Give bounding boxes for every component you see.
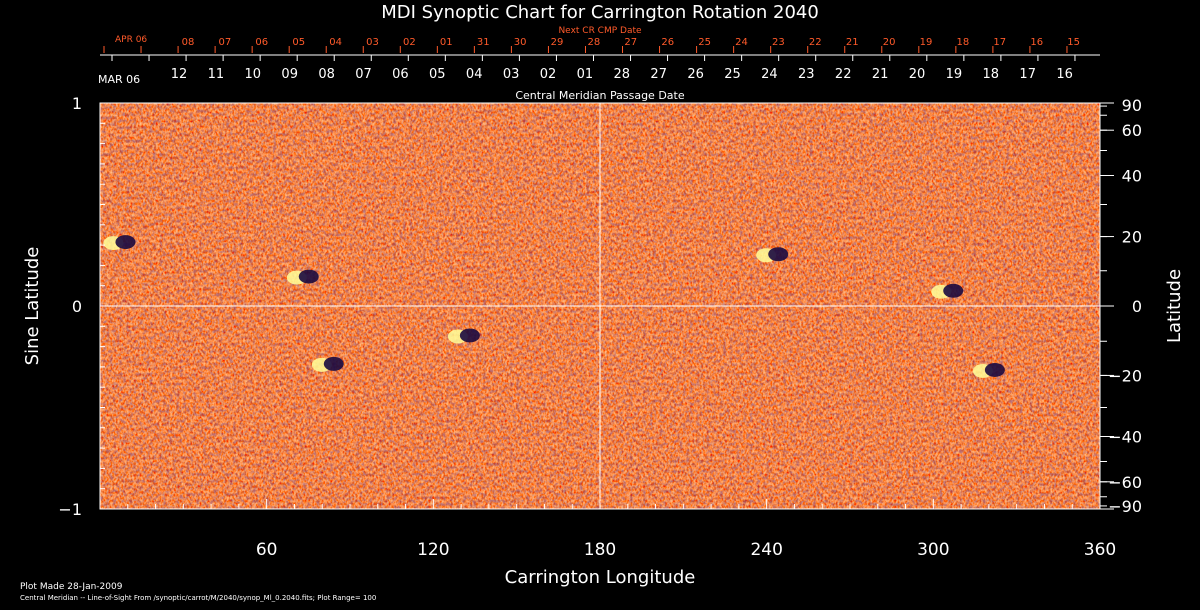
x-tick-label: 360 [1084, 540, 1116, 560]
next-cr-date-label: 15 [1067, 37, 1080, 48]
chart-title: MDI Synoptic Chart for Carrington Rotati… [381, 2, 819, 23]
lat-tick-label: −20 [1108, 366, 1142, 385]
next-cr-date-label: 23 [772, 37, 785, 48]
next-cr-date-label: 02 [403, 37, 416, 48]
next-cr-date-label: 06 [255, 37, 268, 48]
top-date-label: 19 [946, 67, 963, 82]
next-cr-date-label: 21 [846, 37, 859, 48]
x-axis-label: Carrington Longitude [505, 567, 696, 588]
next-cr-date-label: 24 [735, 37, 748, 48]
next-cr-date-label: 25 [698, 37, 711, 48]
lat-tick-label: 90 [1122, 96, 1142, 115]
top-date-label: 21 [872, 67, 889, 82]
y2-axis-label: Latitude [1164, 269, 1185, 343]
next-cr-date-label: 16 [1030, 37, 1043, 48]
next-cr-date-label: 27 [624, 37, 637, 48]
next-cr-date-label: 18 [957, 37, 970, 48]
next-cr-date-label: 29 [551, 37, 564, 48]
top-date-label: 22 [835, 67, 852, 82]
top-date-label: 24 [761, 67, 778, 82]
active-region-negative [984, 362, 1005, 377]
y-tick-label: 0 [72, 297, 82, 316]
top-date-label: 02 [540, 67, 557, 82]
footer-plot-made: Plot Made 28-Jan-2009 [20, 582, 123, 592]
active-regions [103, 235, 1005, 378]
next-cr-date-label: 04 [329, 37, 342, 48]
lat-tick-label: −60 [1108, 473, 1142, 492]
gridlines [100, 103, 1100, 509]
next-cr-date-label: 31 [477, 37, 490, 48]
top-date-label: 16 [1056, 67, 1073, 82]
top-axis-start-label: MAR 06 [98, 73, 140, 86]
top-date-label: 10 [245, 67, 262, 82]
top-date-label: 27 [650, 67, 667, 82]
next-cr-date-label: 08 [182, 37, 195, 48]
active-region-negative [768, 247, 789, 262]
lat-tick-label: −40 [1108, 427, 1142, 446]
top-date-label: 03 [503, 67, 520, 82]
active-region-negative [943, 283, 964, 298]
top-date-label: 06 [392, 67, 409, 82]
next-cr-date-label: 03 [366, 37, 379, 48]
lat-tick-label: 20 [1122, 228, 1142, 247]
top-date-label: 25 [724, 67, 741, 82]
active-region-negative [115, 235, 136, 250]
next-cr-date-label: 22 [809, 37, 822, 48]
x-tick-label: 60 [256, 540, 278, 560]
top-date-label: 28 [614, 67, 631, 82]
top-date-label: 05 [429, 67, 446, 82]
top-date-label: 01 [577, 67, 594, 82]
next-cr-date-label: 07 [219, 37, 232, 48]
next-cr-date-label: 05 [292, 37, 305, 48]
x-tick-label: 180 [584, 540, 616, 560]
next-cr-start-label: APR 06 [115, 35, 147, 45]
top-date-label: 11 [208, 67, 225, 82]
footer-source: Central Meridian -- Line-of-Sight From /… [20, 594, 376, 602]
active-region-negative [298, 269, 319, 284]
y-tick-label: −1 [58, 500, 82, 519]
next-cr-date-label: 30 [514, 37, 527, 48]
top-date-label: 18 [983, 67, 1000, 82]
lat-tick-label: 40 [1122, 167, 1142, 186]
next-cr-date-label: 17 [993, 37, 1006, 48]
lat-tick-label: 0 [1132, 297, 1142, 316]
top-date-label: 20 [909, 67, 926, 82]
top-date-label: 07 [355, 67, 372, 82]
top-date-label: 17 [1019, 67, 1036, 82]
top-date-label: 26 [687, 67, 704, 82]
x-tick-label: 240 [750, 540, 782, 560]
next-cr-date-label: 28 [588, 37, 601, 48]
top-date-label: 12 [171, 67, 188, 82]
next-cr-date-label: 01 [440, 37, 453, 48]
top-date-label: 09 [281, 67, 298, 82]
top-date-label: 04 [466, 67, 483, 82]
top-date-label: 08 [318, 67, 335, 82]
next-cr-date-label: 26 [661, 37, 674, 48]
axes: 60 120 180 240 300 360−101 906040200−20−40−60−… [58, 37, 1142, 560]
next-cr-date-label: 19 [920, 37, 933, 48]
active-region-negative [459, 328, 480, 343]
active-region-negative [323, 356, 344, 371]
x-tick-label: 300 [917, 540, 949, 560]
top-date-label: 23 [798, 67, 815, 82]
y-tick-label: 1 [72, 94, 82, 113]
next-cr-date-label: 20 [883, 37, 896, 48]
lat-tick-label: 60 [1122, 121, 1142, 140]
y-axis-label: Sine Latitude [22, 247, 43, 366]
next-cr-title: Next CR CMP Date [558, 26, 642, 36]
top-axis-title: Central Meridian Passage Date [515, 89, 684, 102]
x-tick-label: 120 [417, 540, 449, 560]
lat-tick-label: −90 [1108, 497, 1142, 516]
